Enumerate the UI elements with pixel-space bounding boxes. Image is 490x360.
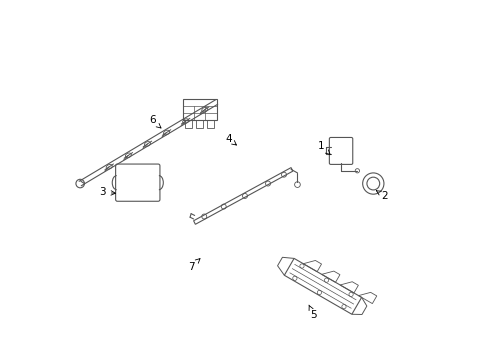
Text: 2: 2 xyxy=(376,191,388,201)
Bar xyxy=(185,120,192,127)
Text: 1: 1 xyxy=(318,141,330,154)
Bar xyxy=(183,99,217,120)
Text: 4: 4 xyxy=(226,134,237,145)
Text: 3: 3 xyxy=(99,188,116,197)
Text: 7: 7 xyxy=(188,258,200,272)
Bar xyxy=(207,120,215,127)
Text: 6: 6 xyxy=(149,116,161,128)
Text: 5: 5 xyxy=(309,305,317,320)
Bar xyxy=(196,120,203,127)
